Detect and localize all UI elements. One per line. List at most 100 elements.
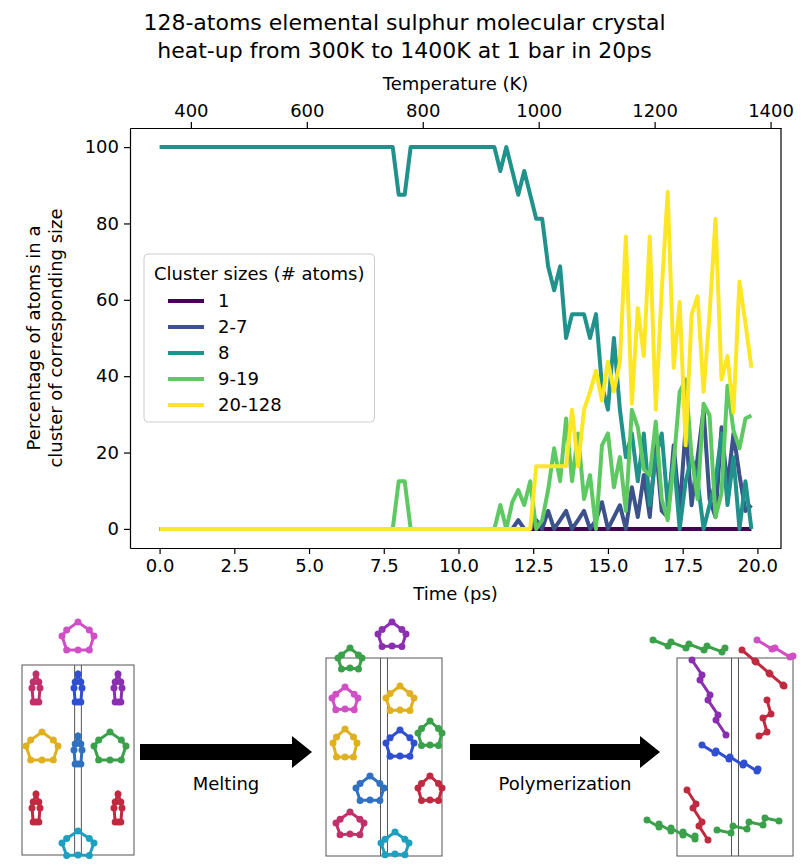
atom bbox=[356, 831, 363, 838]
atom bbox=[354, 740, 361, 747]
atom bbox=[746, 819, 753, 826]
tick-mark bbox=[384, 548, 385, 554]
atom bbox=[91, 743, 98, 750]
atom bbox=[338, 651, 345, 658]
atom bbox=[35, 679, 42, 686]
atom bbox=[347, 831, 354, 838]
atom bbox=[418, 725, 425, 732]
atom bbox=[392, 851, 399, 858]
atom bbox=[754, 637, 761, 644]
atom bbox=[741, 760, 748, 767]
atom bbox=[332, 706, 339, 713]
atom bbox=[63, 627, 70, 634]
tick: 1000 bbox=[516, 100, 562, 128]
tick-label: 20.0 bbox=[738, 555, 778, 576]
atom bbox=[95, 737, 102, 744]
axis-line bbox=[131, 548, 782, 549]
tick-mark bbox=[608, 548, 609, 554]
axis-line bbox=[130, 129, 131, 549]
atom bbox=[118, 737, 125, 744]
atom bbox=[77, 679, 84, 686]
atom bbox=[781, 683, 788, 690]
tick-mark bbox=[124, 529, 130, 530]
atom bbox=[355, 666, 362, 673]
atom bbox=[367, 797, 374, 804]
molecule-bond bbox=[94, 732, 126, 760]
atom bbox=[342, 754, 349, 761]
annotation: Melting bbox=[193, 773, 260, 794]
atom bbox=[398, 643, 405, 650]
atom bbox=[342, 706, 349, 713]
tick-mark bbox=[309, 548, 310, 554]
atom bbox=[768, 711, 775, 718]
axis-title: Percentage of atoms in acluster of corre… bbox=[23, 208, 66, 467]
atom bbox=[697, 677, 704, 684]
atom bbox=[644, 817, 651, 824]
tick-mark bbox=[124, 223, 130, 224]
snapshots bbox=[22, 619, 797, 859]
molecule-bond bbox=[26, 732, 58, 760]
atom bbox=[119, 685, 126, 692]
atom bbox=[342, 726, 349, 733]
tick: 40 bbox=[96, 365, 130, 386]
atom bbox=[63, 835, 70, 842]
atom bbox=[406, 707, 413, 714]
atom bbox=[389, 643, 396, 650]
y-axis: 020406080100 bbox=[85, 129, 131, 549]
atom bbox=[435, 725, 442, 732]
molecule-bond bbox=[653, 640, 725, 652]
molecule-bond bbox=[692, 660, 726, 735]
molecule-bond bbox=[757, 640, 793, 657]
legend: Cluster sizes (# atoms)12-789-1920-128 bbox=[144, 254, 374, 422]
legend-swatch bbox=[168, 377, 204, 381]
atom bbox=[107, 757, 114, 764]
atom bbox=[350, 734, 357, 741]
atom bbox=[50, 737, 57, 744]
atom bbox=[772, 645, 779, 652]
atom bbox=[115, 671, 122, 678]
atom bbox=[356, 816, 363, 823]
atom bbox=[107, 729, 114, 736]
tick-mark bbox=[539, 122, 540, 128]
tick: 400 bbox=[174, 100, 208, 128]
atom bbox=[337, 831, 344, 838]
atom bbox=[684, 787, 691, 794]
atom bbox=[338, 666, 345, 673]
atom bbox=[379, 643, 386, 650]
atom bbox=[347, 665, 354, 672]
tick-mark bbox=[124, 300, 130, 301]
tick-mark bbox=[757, 548, 758, 554]
atom bbox=[690, 805, 697, 812]
atom bbox=[342, 684, 349, 691]
cell-box bbox=[677, 658, 793, 856]
arrow bbox=[140, 736, 312, 768]
atom bbox=[75, 647, 82, 654]
molecule-bond bbox=[386, 730, 414, 756]
atom bbox=[427, 742, 434, 749]
atom bbox=[427, 718, 434, 725]
tick: 10.0 bbox=[439, 548, 479, 576]
tick-label: 100 bbox=[85, 136, 119, 157]
legend-label: 1 bbox=[218, 290, 229, 311]
tick-mark bbox=[124, 147, 130, 148]
atom bbox=[75, 852, 82, 859]
atom bbox=[696, 823, 703, 830]
tick: 800 bbox=[406, 100, 440, 128]
tick: 17.5 bbox=[663, 548, 703, 576]
atom bbox=[33, 791, 40, 798]
atom bbox=[435, 780, 442, 787]
atom bbox=[347, 645, 354, 652]
atom bbox=[86, 835, 93, 842]
atom bbox=[30, 698, 37, 705]
tick: 20 bbox=[96, 442, 130, 463]
atom bbox=[27, 756, 34, 763]
tick-label: 80 bbox=[96, 213, 119, 234]
atom bbox=[392, 829, 399, 836]
atom bbox=[379, 626, 386, 633]
tick-mark bbox=[159, 548, 160, 554]
atom bbox=[376, 780, 383, 787]
atom bbox=[713, 748, 720, 755]
atom bbox=[705, 837, 712, 844]
atom bbox=[86, 646, 93, 653]
legend-label: 2-7 bbox=[218, 316, 247, 337]
